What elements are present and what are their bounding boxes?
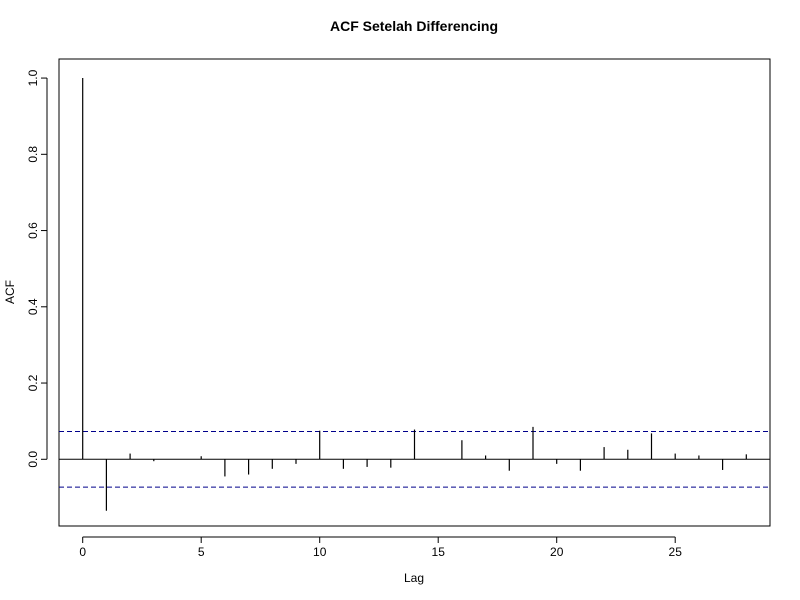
x-tick-label: 20 (550, 545, 564, 559)
x-tick-label: 0 (79, 545, 86, 559)
plot-frame (58, 58, 771, 527)
x-tick-label: 25 (669, 545, 683, 559)
x-tick-label: 15 (432, 545, 446, 559)
y-tick-label: 0.2 (26, 374, 40, 391)
y-tick-label: 1.0 (26, 69, 40, 86)
y-tick-label: 0.8 (26, 146, 40, 163)
y-tick-label: 0.6 (26, 222, 40, 239)
plot-area: 0 5 10 15 20 25 0.0 0.2 0.4 0.6 0.8 1.0 (26, 69, 770, 559)
chart-title: ACF Setelah Differencing (330, 18, 498, 34)
y-tick-label: 0.4 (26, 298, 40, 315)
x-tick-label: 10 (313, 545, 327, 559)
x-tick-label: 5 (198, 545, 205, 559)
y-tick-label: 0.0 (26, 451, 40, 468)
x-axis-label: Lag (404, 571, 424, 585)
y-axis-label: ACF (3, 280, 17, 304)
